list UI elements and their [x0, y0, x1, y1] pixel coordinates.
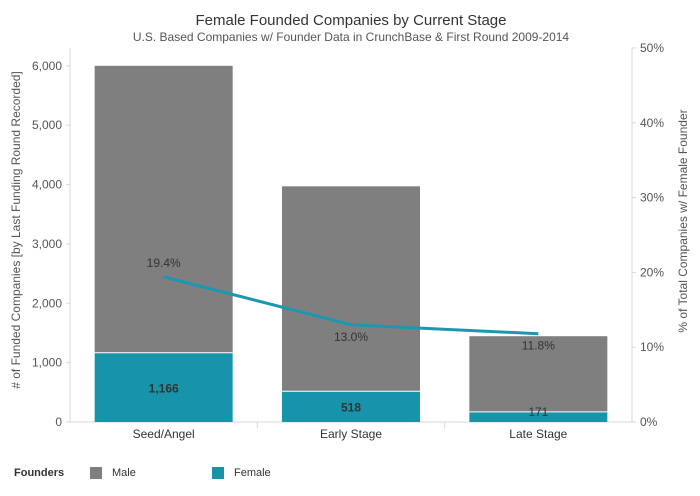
y-right-tick-label: 20%	[640, 265, 664, 279]
legend-swatch-female	[212, 467, 224, 479]
y-tick-label: 0	[55, 415, 62, 429]
chart-subtitle: U.S. Based Companies w/ Founder Data in …	[133, 30, 570, 44]
line-point-label: 11.8%	[522, 339, 555, 353]
bar-female	[282, 391, 420, 422]
bar-male	[94, 65, 233, 353]
chart-title: Female Founded Companies by Current Stag…	[195, 12, 506, 29]
bar-value-label: 518	[341, 401, 361, 415]
x-tick-label: Seed/Angel	[133, 427, 195, 441]
y-axis-title: # of Funded Companies [by Last Funding R…	[9, 71, 23, 389]
legend-title: Founders	[14, 467, 65, 479]
y-right-tick-label: 10%	[640, 340, 664, 354]
line-female-share	[163, 275, 539, 336]
y-tick-label: 1,000	[32, 356, 62, 370]
bar-value-label: 1,166	[149, 381, 179, 395]
y-tick-label: 3,000	[32, 237, 62, 251]
y-axis-right-title: % of Total Companies w/ Female Founder	[676, 109, 690, 332]
y-tick-label: 5,000	[32, 118, 62, 132]
bar-male	[282, 186, 420, 392]
y-right-tick-label: 50%	[640, 41, 664, 55]
y-tick-label: 2,000	[32, 296, 62, 310]
legend-label-female: Female	[234, 467, 271, 479]
bar-value-label: 171	[528, 405, 548, 419]
y-tick-label: 6,000	[32, 59, 62, 73]
x-tick-label: Early Stage	[320, 427, 382, 441]
line-point-label: 19.4%	[147, 256, 181, 270]
legend-label-male: Male	[112, 467, 136, 479]
y-tick-label: 4,000	[32, 178, 62, 192]
legend-swatch-male	[90, 467, 102, 479]
plot-area: 0 1,000 2,000 3,000 4,000 5,000 6,000 0% 10% 20% 3…	[32, 41, 664, 441]
legend: Founders Male Female	[14, 464, 271, 482]
legend-item-male[interactable]: Male	[90, 467, 212, 479]
bar-male	[469, 336, 608, 412]
line-point-label: 13.0%	[334, 330, 368, 344]
y-right-tick-label: 30%	[640, 191, 664, 205]
x-tick-label: Late Stage	[509, 427, 567, 441]
y-right-tick-label: 40%	[640, 116, 664, 130]
y-right-tick-label: 0%	[640, 415, 658, 429]
legend-item-female[interactable]: Female	[212, 467, 271, 479]
bar-female	[469, 411, 608, 422]
bar-female	[94, 352, 233, 422]
